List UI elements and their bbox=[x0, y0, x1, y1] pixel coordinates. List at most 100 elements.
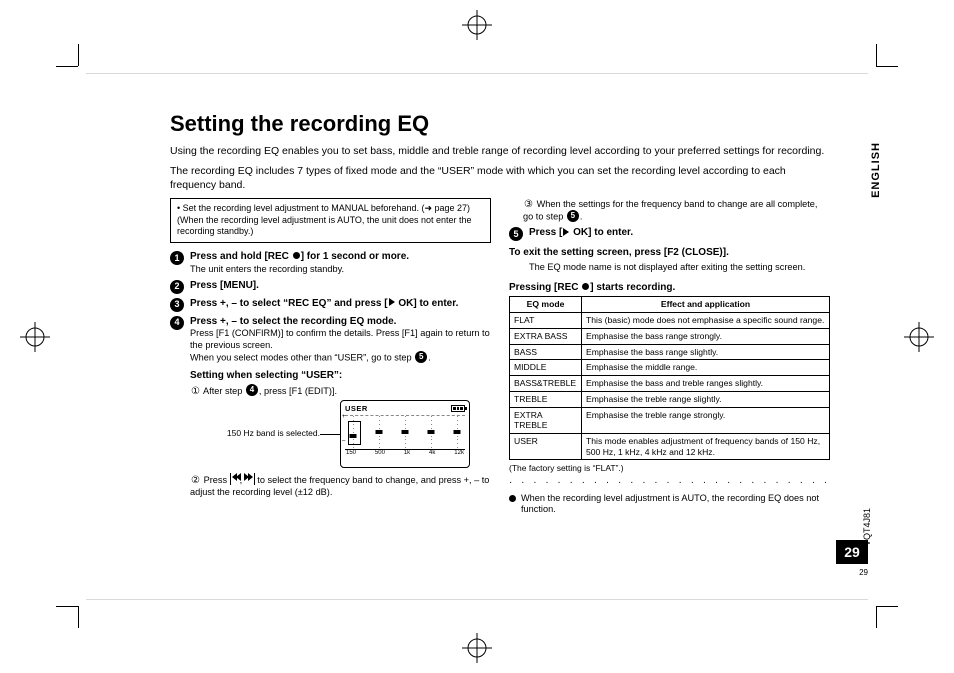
step-1-bullet: 1 bbox=[170, 251, 184, 265]
eq-effect-cell: Emphasise the bass range slightly. bbox=[582, 344, 830, 360]
crop-mark-bottom bbox=[462, 633, 492, 663]
eq-effect-cell: Emphasise the treble range strongly. bbox=[582, 407, 830, 433]
play-icon-2 bbox=[563, 228, 569, 236]
eq-band-col bbox=[399, 416, 411, 448]
eq-band-label: 4k bbox=[429, 450, 435, 458]
table-row: EXTRA BASSEmphasise the bass range stron… bbox=[510, 328, 830, 344]
user-subheading: Setting when selecting “USER”: bbox=[170, 370, 491, 383]
table-row: FLATThis (basic) mode does not emphasise… bbox=[510, 313, 830, 329]
eq-slider-handle bbox=[454, 430, 461, 434]
eq-band-col bbox=[373, 416, 385, 448]
eq-band-label: 12k bbox=[454, 450, 464, 458]
inline-step-4-ref: 4 bbox=[246, 384, 258, 396]
eq-effect-cell: Emphasise the bass range strongly. bbox=[582, 328, 830, 344]
step-3-title: Press +, – to select “REC EQ” and press … bbox=[190, 298, 491, 311]
eq-band-label: 500 bbox=[375, 450, 385, 458]
user-step-3: ③ When the settings for the frequency ba… bbox=[509, 198, 830, 223]
lcd-caption: 150 Hz band is selected. bbox=[170, 428, 320, 439]
eq-mode-cell: TREBLE bbox=[510, 391, 582, 407]
manual-page: { "crop": { "color": "#000000" }, "title… bbox=[0, 0, 954, 673]
guide-bottom bbox=[86, 599, 868, 600]
lcd-screen: USER + – 1505001k4k12k bbox=[340, 400, 470, 468]
eq-band-label: 150 bbox=[346, 450, 356, 458]
eq-mode-cell: BASS&TREBLE bbox=[510, 376, 582, 392]
step-1: 1 Press and hold [REC ] for 1 second or … bbox=[170, 251, 491, 275]
user-step-2: ② Press , to select the frequency band t… bbox=[170, 474, 491, 499]
eq-effect-cell: This mode enables adjustment of frequenc… bbox=[582, 433, 830, 459]
skip-back-icon bbox=[230, 473, 240, 485]
eq-mode-cell: EXTRA BASS bbox=[510, 328, 582, 344]
page-content: Setting the recording EQ Using the recor… bbox=[170, 110, 830, 516]
exit-sub: The EQ mode name is not displayed after … bbox=[509, 262, 830, 274]
battery-icon bbox=[451, 405, 465, 412]
inline-step-5-ref-2: 5 bbox=[567, 210, 579, 222]
skip-forward-icon bbox=[245, 473, 255, 485]
step-5-title: Press [ OK] to enter. bbox=[529, 227, 830, 240]
auto-mode-footnote: When the recording level adjustment is A… bbox=[509, 493, 830, 516]
eq-table-head-effect: Effect and application bbox=[582, 297, 830, 313]
intro-para-2: The recording EQ includes 7 types of fix… bbox=[170, 164, 830, 192]
lcd-leader-line bbox=[320, 434, 340, 435]
page-number-small: 29 bbox=[859, 568, 868, 577]
step-3-bullet: 3 bbox=[170, 298, 184, 312]
eq-mode-cell: BASS bbox=[510, 344, 582, 360]
lcd-figure: 150 Hz band is selected. USER + – 150500… bbox=[170, 400, 491, 470]
factory-setting-note: (The factory setting is “FLAT”.) bbox=[509, 463, 830, 474]
step-2-title: Press [MENU]. bbox=[190, 280, 491, 293]
table-row: MIDDLEEmphasise the middle range. bbox=[510, 360, 830, 376]
record-dot-icon-2 bbox=[582, 283, 589, 290]
step-2: 2 Press [MENU]. bbox=[170, 280, 491, 294]
crop-mark-left bbox=[20, 322, 50, 352]
exit-heading: To exit the setting screen, press [F2 (C… bbox=[509, 247, 830, 260]
eq-band-col bbox=[347, 416, 359, 448]
right-column: ③ When the settings for the frequency ba… bbox=[509, 198, 830, 516]
table-row: USERThis mode enables adjustment of freq… bbox=[510, 433, 830, 459]
eq-mode-cell: MIDDLE bbox=[510, 360, 582, 376]
eq-band-col bbox=[425, 416, 437, 448]
step-4: 4 Press +, – to select the recording EQ … bbox=[170, 316, 491, 365]
eq-mode-cell: EXTRA TREBLE bbox=[510, 407, 582, 433]
eq-mode-table: EQ mode Effect and application FLATThis … bbox=[509, 296, 830, 460]
step-1-sub: The unit enters the recording standby. bbox=[190, 264, 491, 276]
crop-mark-right bbox=[904, 322, 934, 352]
eq-table-head-mode: EQ mode bbox=[510, 297, 582, 313]
footnote-text: When the recording level adjustment is A… bbox=[521, 493, 830, 516]
eq-mode-cell: USER bbox=[510, 433, 582, 459]
dotted-divider: · · · · · · · · · · · · · · · · · · · · … bbox=[509, 477, 830, 490]
inline-step-5-ref: 5 bbox=[415, 351, 427, 363]
guide-top bbox=[86, 73, 868, 74]
intro-para-1: Using the recording EQ enables you to se… bbox=[170, 144, 830, 158]
pressing-rec-heading: Pressing [REC ] starts recording. bbox=[509, 282, 830, 295]
table-row: BASS&TREBLEEmphasise the bass and treble… bbox=[510, 376, 830, 392]
eq-plus-label: + bbox=[342, 414, 346, 422]
table-row: BASSEmphasise the bass range slightly. bbox=[510, 344, 830, 360]
step-3: 3 Press +, – to select “REC EQ” and pres… bbox=[170, 298, 491, 312]
eq-effect-cell: Emphasise the bass and treble ranges sli… bbox=[582, 376, 830, 392]
step-4-bullet: 4 bbox=[170, 316, 184, 330]
eq-slider-handle bbox=[376, 430, 383, 434]
eq-graph: + – 1505001k4k12k bbox=[345, 415, 465, 455]
step-4-sub2: When you select modes other than “USER”,… bbox=[190, 352, 491, 364]
eq-slider-handle bbox=[350, 434, 357, 438]
language-label: ENGLISH bbox=[870, 142, 882, 198]
step-4-title: Press +, – to select the recording EQ mo… bbox=[190, 316, 491, 329]
play-icon bbox=[389, 298, 395, 306]
eq-effect-cell: This (basic) mode does not emphasise a s… bbox=[582, 313, 830, 329]
eq-slider-handle bbox=[428, 430, 435, 434]
step-5: 5 Press [ OK] to enter. bbox=[509, 227, 830, 241]
eq-effect-cell: Emphasise the middle range. bbox=[582, 360, 830, 376]
user-step-1: ① After step 4, press [F1 (EDIT)]. bbox=[170, 385, 491, 398]
bullet-dot-icon bbox=[509, 495, 516, 502]
lcd-mode-label: USER bbox=[345, 404, 368, 413]
eq-mode-cell: FLAT bbox=[510, 313, 582, 329]
record-dot-icon bbox=[293, 252, 300, 259]
table-row: EXTRA TREBLEEmphasise the treble range s… bbox=[510, 407, 830, 433]
eq-effect-cell: Emphasise the treble range slightly. bbox=[582, 391, 830, 407]
table-row: TREBLEEmphasise the treble range slightl… bbox=[510, 391, 830, 407]
left-column: • Set the recording level adjustment to … bbox=[170, 198, 491, 516]
eq-band-col bbox=[451, 416, 463, 448]
page-number-box: 29 bbox=[836, 540, 868, 564]
step-4-sub1: Press [F1 (CONFIRM)] to confirm the deta… bbox=[190, 328, 491, 352]
page-title: Setting the recording EQ bbox=[170, 110, 830, 138]
crop-mark-top bbox=[462, 10, 492, 40]
